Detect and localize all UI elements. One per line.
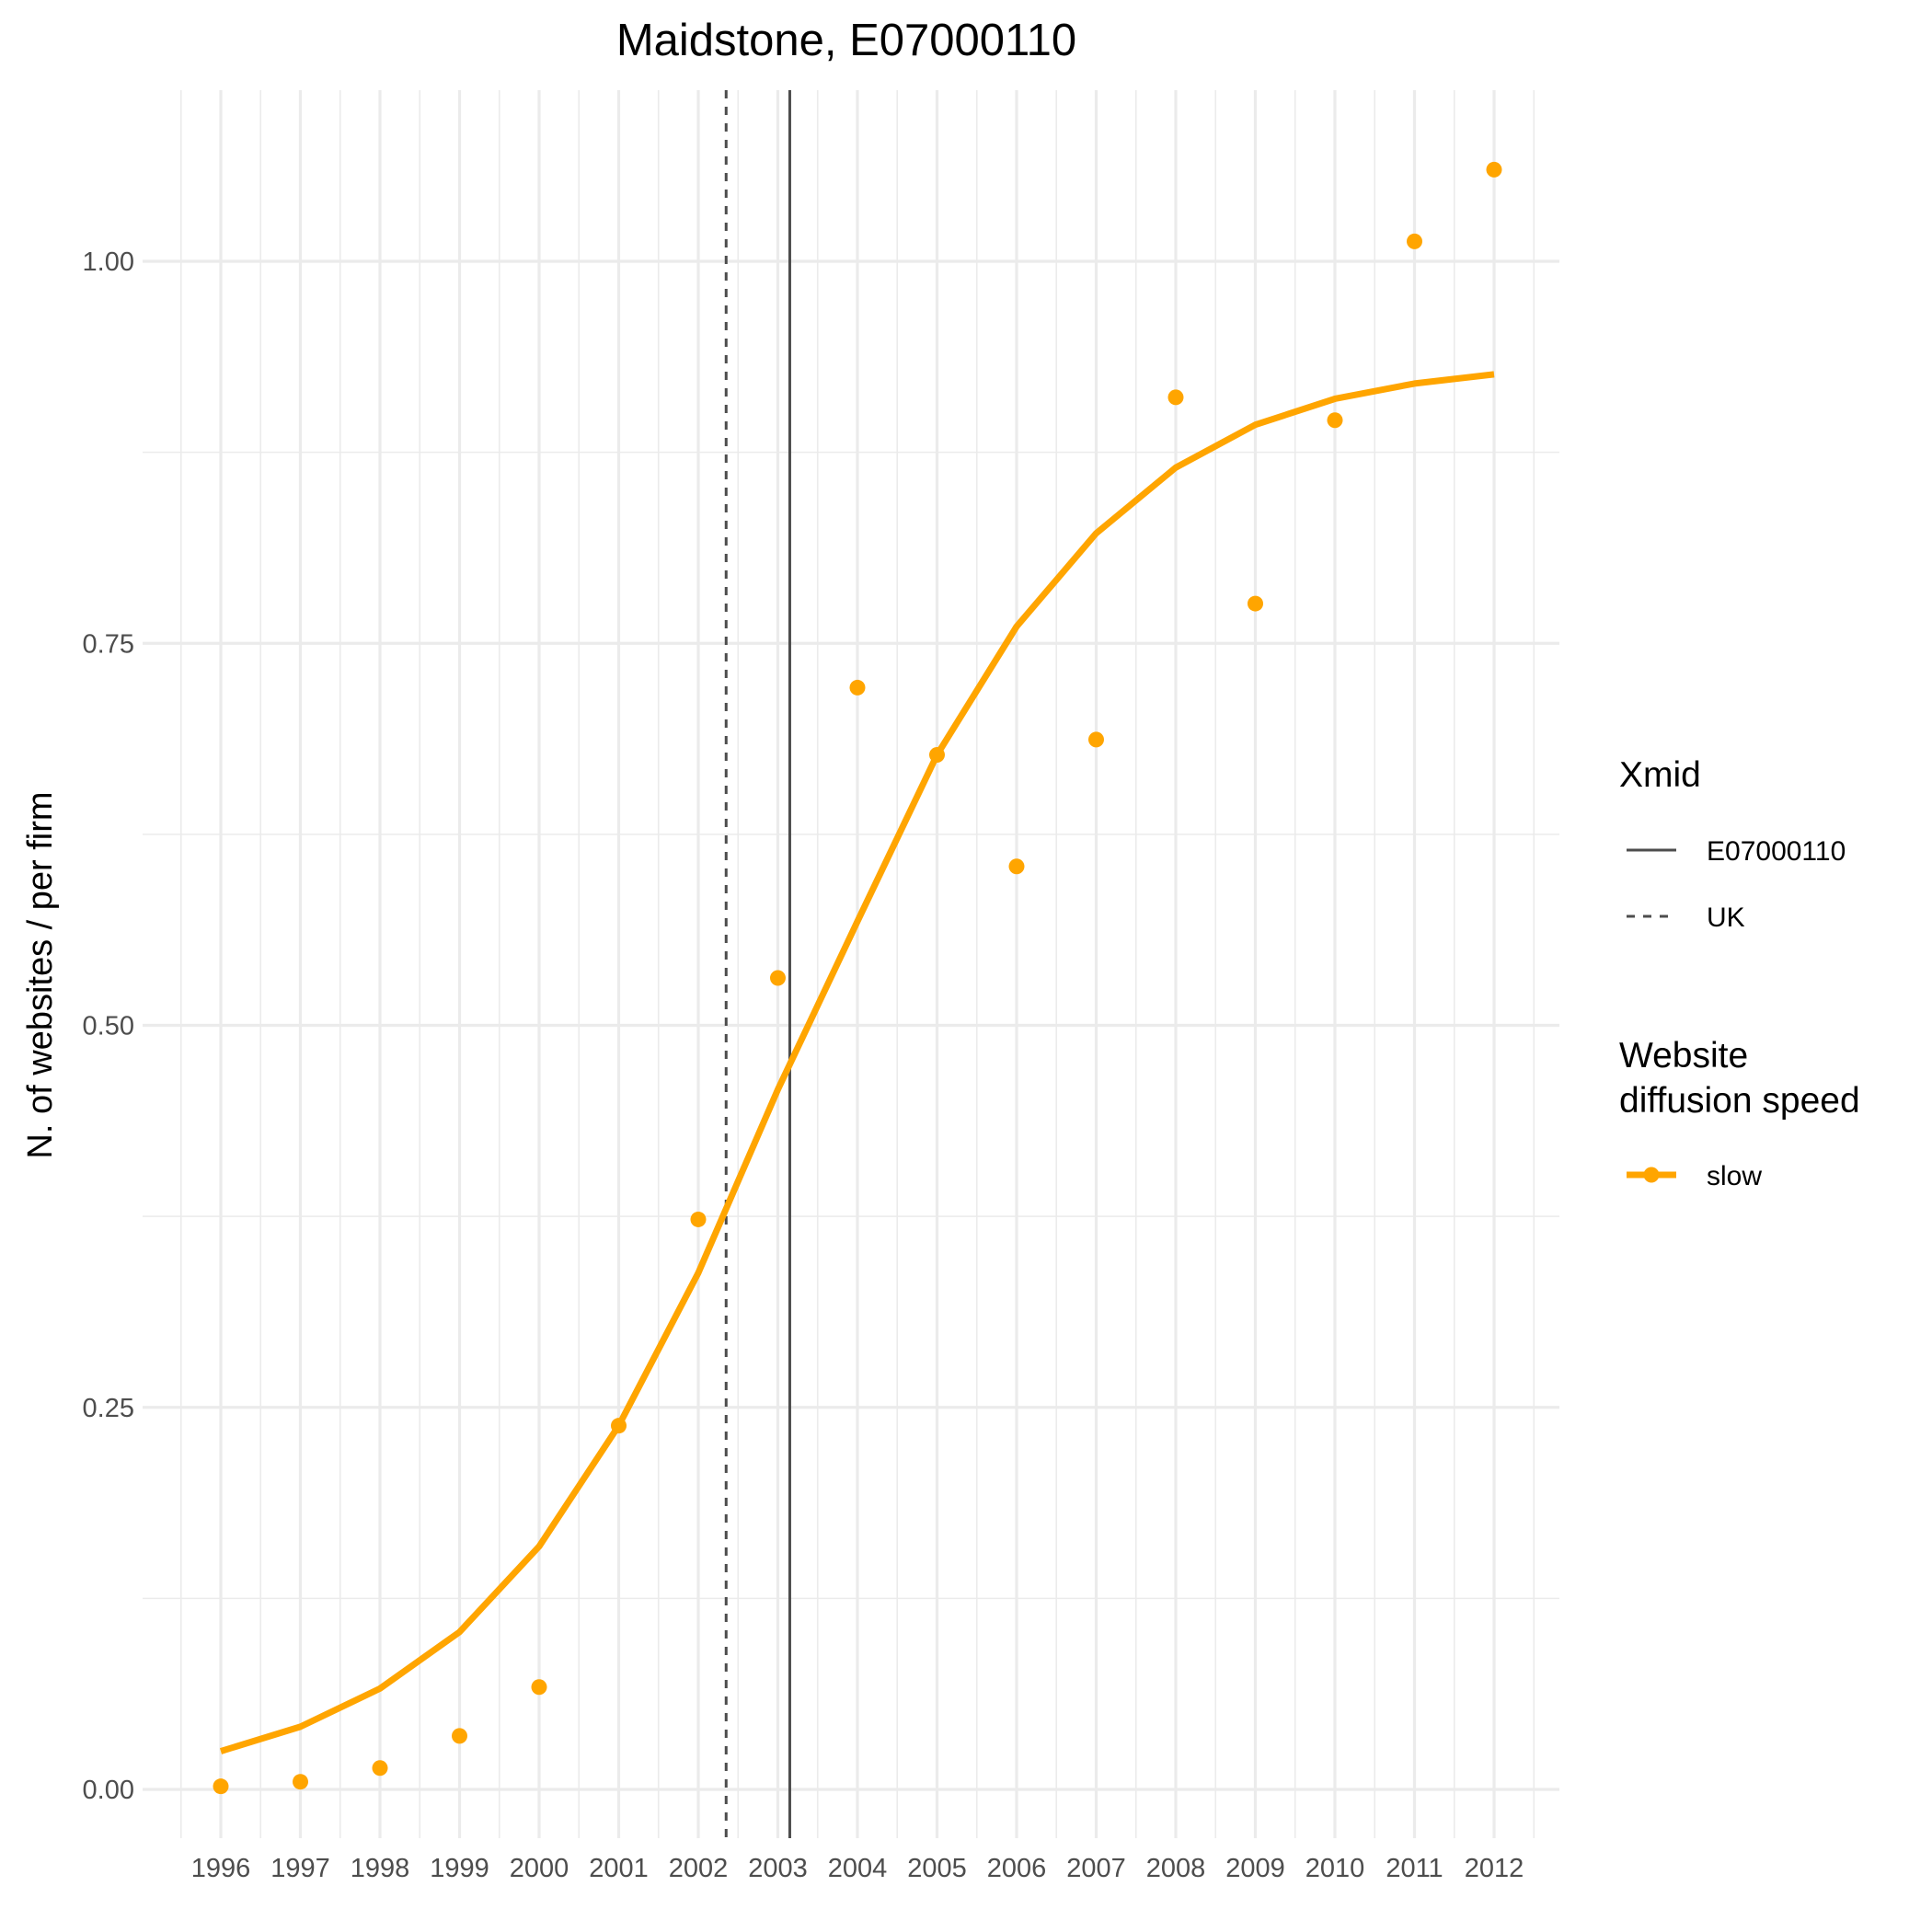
legend-title-line: diffusion speed bbox=[1619, 1081, 1860, 1121]
series-layer bbox=[213, 161, 1502, 1795]
data-point-2008 bbox=[1167, 389, 1184, 406]
x-axis-tick-labels: 1996 1997 1998 1999 2000 2001 2002 2003 2004 2005… bbox=[191, 1854, 1524, 1883]
major-gridlines bbox=[143, 90, 1559, 1838]
data-point-2001 bbox=[611, 1418, 627, 1434]
x-tick-label: 2010 bbox=[1305, 1854, 1365, 1883]
data-point-2006 bbox=[1008, 858, 1025, 875]
data-point-2002 bbox=[690, 1211, 707, 1227]
data-point-2011 bbox=[1407, 233, 1422, 249]
data-point-2005 bbox=[929, 747, 945, 764]
legend-label-e07000110: E07000110 bbox=[1707, 836, 1846, 867]
data-point-2000 bbox=[531, 1679, 547, 1696]
data-point-2012 bbox=[1486, 161, 1502, 178]
x-tick-label: 2007 bbox=[1066, 1854, 1126, 1883]
x-tick-label: 2011 bbox=[1386, 1854, 1443, 1883]
x-tick-label: 2006 bbox=[987, 1854, 1047, 1883]
data-point-1997 bbox=[293, 1774, 308, 1790]
legend: Xmid E07000110 UK Website diffusion speed slo… bbox=[1619, 755, 1860, 1191]
y-tick-label: 0.25 bbox=[83, 1394, 134, 1423]
data-point-1999 bbox=[452, 1728, 467, 1744]
y-axis-tick-labels: 0.00 0.25 0.50 0.75 1.00 bbox=[83, 247, 134, 1805]
data-point-2009 bbox=[1248, 595, 1263, 612]
x-tick-label: 2009 bbox=[1225, 1854, 1285, 1883]
data-point-1996 bbox=[213, 1778, 229, 1795]
data-point-2007 bbox=[1088, 731, 1104, 748]
legend-label-slow: slow bbox=[1707, 1161, 1762, 1191]
x-tick-label: 1997 bbox=[270, 1854, 330, 1883]
data-point-2010 bbox=[1327, 412, 1343, 429]
x-tick-label: 2004 bbox=[828, 1854, 888, 1883]
x-tick-label: 2012 bbox=[1465, 1854, 1524, 1883]
legend-title-diffusion-speed: Website diffusion speed bbox=[1619, 1036, 1860, 1121]
y-axis-title: N. of websites / per firm bbox=[21, 791, 60, 1158]
x-tick-label: 1998 bbox=[351, 1854, 410, 1883]
x-tick-label: 2003 bbox=[748, 1854, 808, 1883]
minor-gridlines bbox=[143, 90, 1559, 1838]
x-tick-label: 2008 bbox=[1146, 1854, 1206, 1883]
chart-title: Maidstone, E07000110 bbox=[616, 16, 1076, 65]
legend-label-uk: UK bbox=[1707, 903, 1745, 933]
data-point-2004 bbox=[849, 679, 866, 696]
y-tick-label: 0.50 bbox=[83, 1012, 134, 1041]
y-tick-label: 0.75 bbox=[83, 629, 134, 659]
series-line-slow bbox=[219, 371, 1495, 1754]
y-tick-label: 0.00 bbox=[83, 1776, 134, 1805]
data-point-1998 bbox=[372, 1760, 388, 1777]
legend-title-line: Website bbox=[1619, 1036, 1748, 1075]
legend-title-xmid: Xmid bbox=[1619, 755, 1701, 795]
x-tick-label: 1999 bbox=[430, 1854, 489, 1883]
x-tick-label: 2002 bbox=[669, 1854, 729, 1883]
x-tick-label: 2001 bbox=[589, 1854, 649, 1883]
legend-key-point-slow bbox=[1643, 1167, 1660, 1183]
data-point-2003 bbox=[770, 970, 786, 986]
x-tick-label: 2005 bbox=[907, 1854, 967, 1883]
y-tick-label: 1.00 bbox=[83, 247, 134, 277]
x-tick-label: 2000 bbox=[510, 1854, 569, 1883]
xmid-vertical-lines bbox=[724, 90, 791, 1838]
x-tick-label: 1996 bbox=[191, 1854, 251, 1883]
